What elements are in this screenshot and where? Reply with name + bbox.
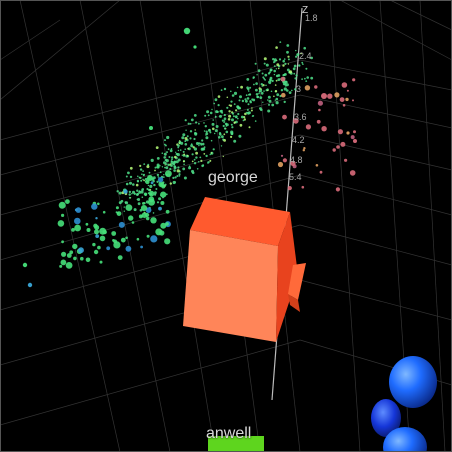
blue-sphere-large xyxy=(389,356,437,408)
z-tick-4: 3.6 xyxy=(294,112,307,122)
orange-cube xyxy=(183,197,306,342)
z-tick-3: 3 xyxy=(296,84,301,94)
z-tick-6: 4.8 xyxy=(290,155,303,165)
z-tick-2: 2.4 xyxy=(299,51,312,61)
label-george: george xyxy=(208,169,258,187)
label-anwell: anwell xyxy=(206,425,251,443)
z-tick-5: 4.2 xyxy=(292,135,305,145)
z-axis-line xyxy=(272,8,302,400)
z-tick-7: 5.4 xyxy=(289,172,302,182)
z-tick-1: 1.8 xyxy=(305,13,318,23)
